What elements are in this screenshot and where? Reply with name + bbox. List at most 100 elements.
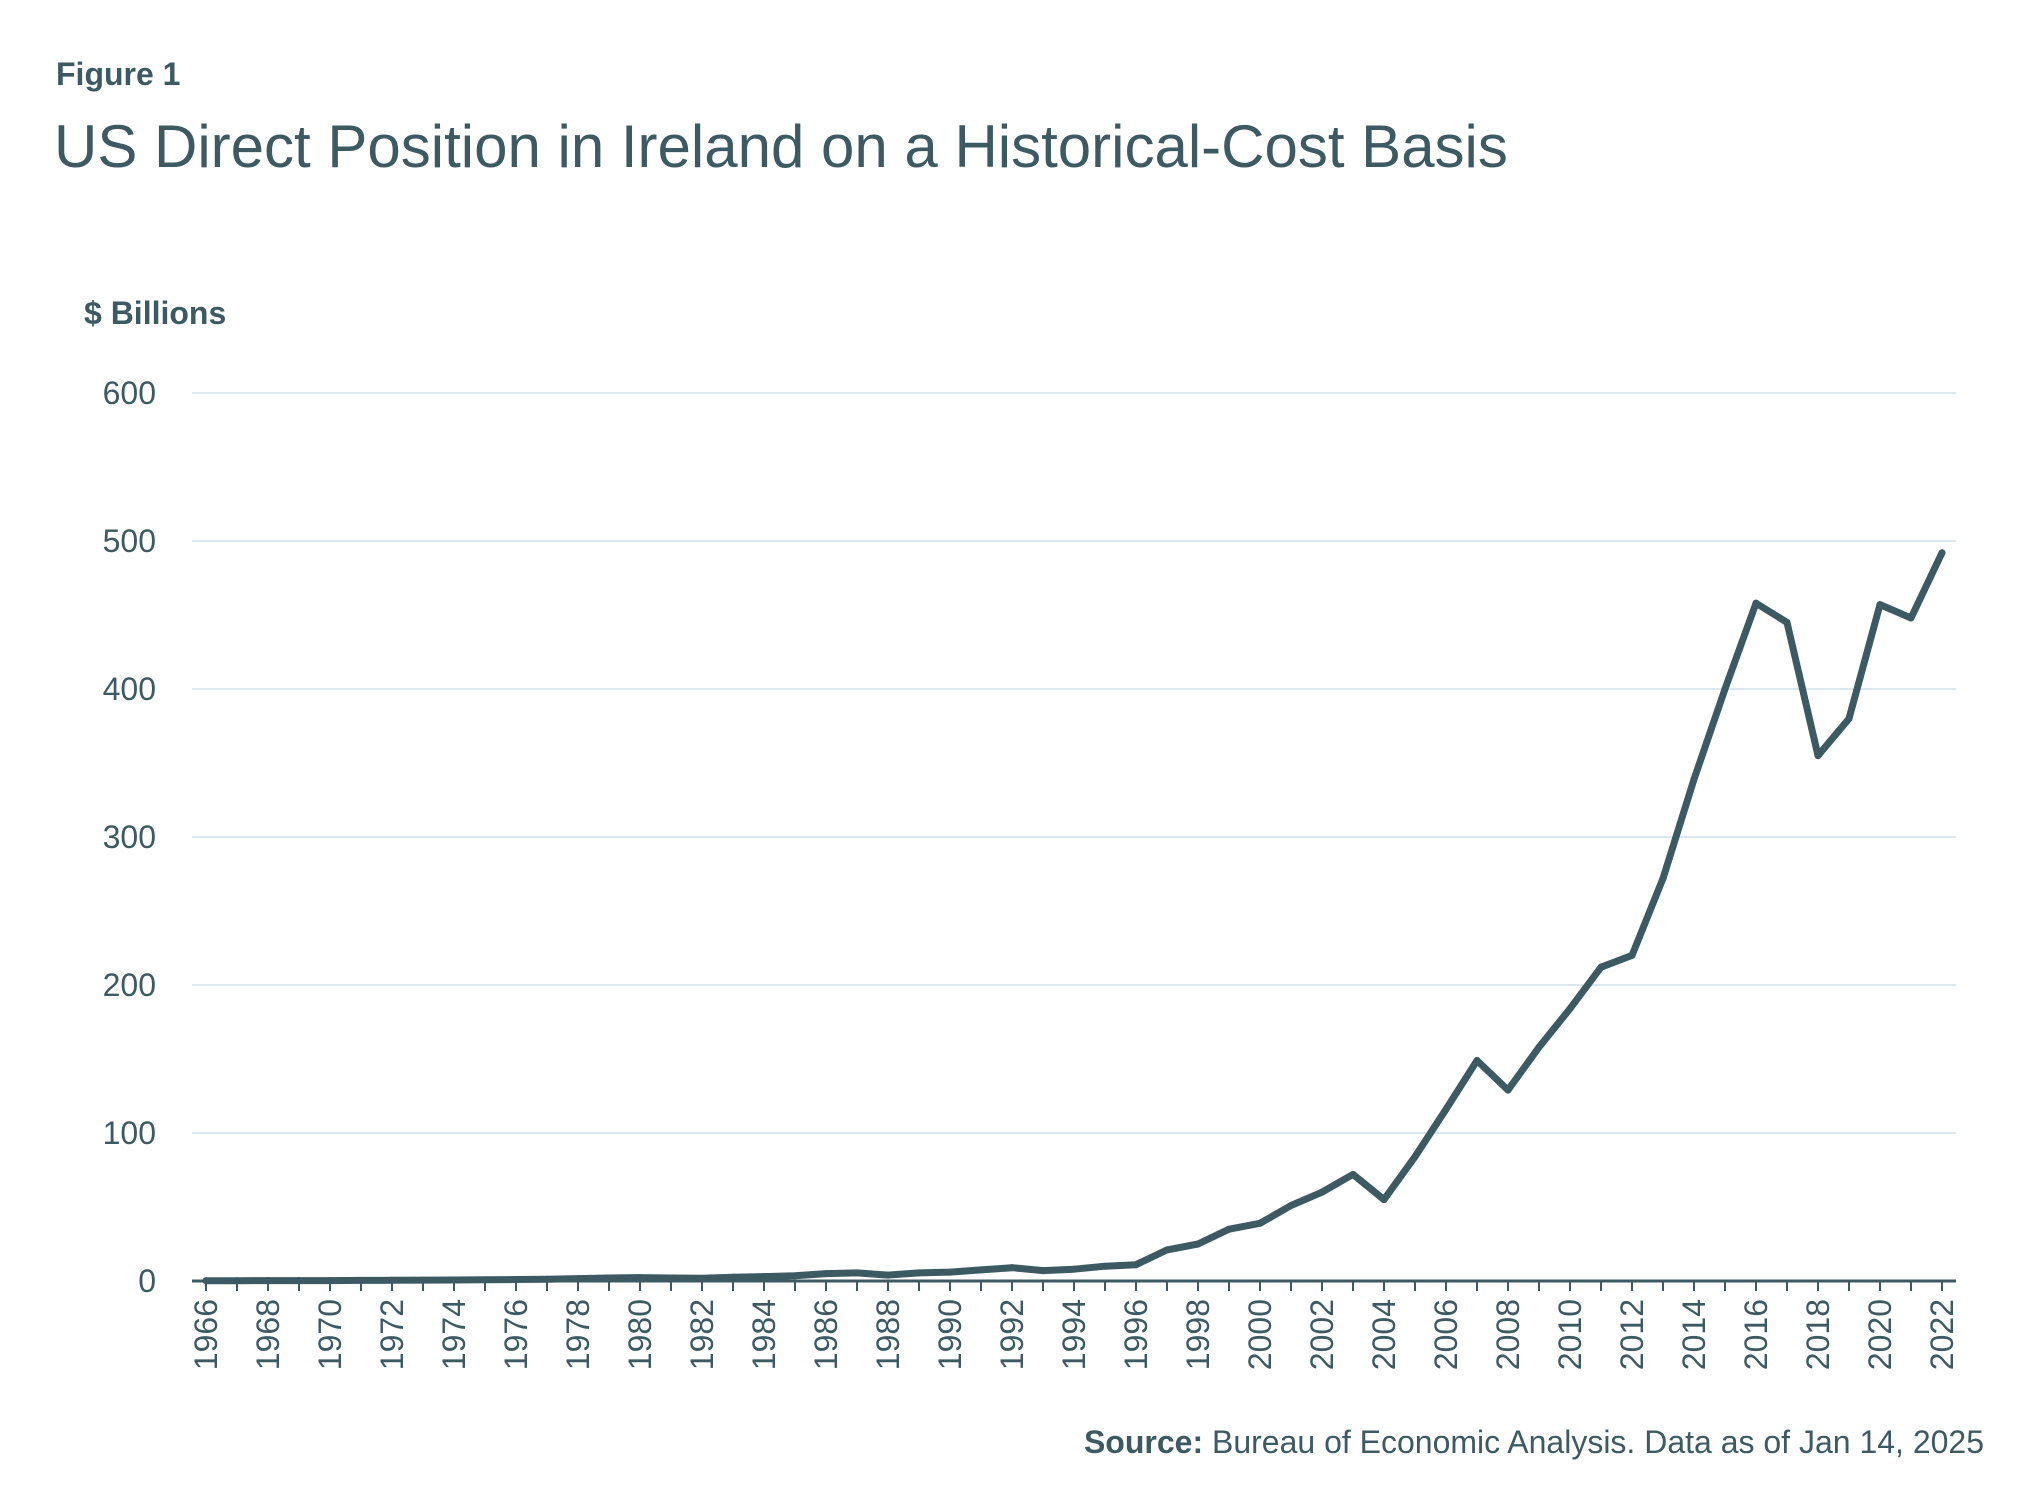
x-tick-label: 2018	[1800, 1299, 1836, 1370]
data-point	[667, 1274, 675, 1282]
data-point	[1752, 599, 1760, 607]
data-point	[1442, 1105, 1450, 1113]
data-point	[264, 1277, 272, 1285]
x-tick-label: 2014	[1676, 1299, 1712, 1370]
data-point	[1566, 1005, 1574, 1013]
data-point	[1814, 752, 1822, 760]
data-point	[295, 1277, 303, 1285]
x-tick-label: 1986	[808, 1299, 844, 1370]
x-tick-label: 1992	[994, 1299, 1030, 1370]
data-point	[233, 1277, 241, 1285]
data-point	[1163, 1246, 1171, 1254]
x-tick-label: 2002	[1304, 1299, 1340, 1370]
x-tick-label: 2004	[1366, 1299, 1402, 1370]
x-tick-label: 1996	[1118, 1299, 1154, 1370]
y-tick-label: 400	[103, 671, 156, 707]
data-point	[1132, 1261, 1140, 1269]
data-point	[605, 1274, 613, 1282]
data-point	[884, 1271, 892, 1279]
x-tick-label: 2012	[1614, 1299, 1650, 1370]
x-tick-label: 1972	[374, 1299, 410, 1370]
x-tick-label: 1970	[312, 1299, 348, 1370]
chart-title: US Direct Position in Ireland on a Histo…	[54, 113, 1508, 180]
x-tick-label: 1966	[188, 1299, 224, 1370]
data-point	[822, 1270, 830, 1278]
y-tick-label: 300	[103, 819, 156, 855]
data-point	[791, 1272, 799, 1280]
data-point	[450, 1276, 458, 1284]
x-tick-label: 1974	[436, 1299, 472, 1370]
data-point	[760, 1273, 768, 1281]
data-point	[326, 1277, 334, 1285]
data-point	[512, 1276, 520, 1284]
data-point	[1194, 1240, 1202, 1248]
data-point	[729, 1273, 737, 1281]
data-point	[419, 1276, 427, 1284]
x-tick-label: 1968	[250, 1299, 286, 1370]
x-tick-label: 2010	[1552, 1299, 1588, 1370]
data-point	[1070, 1265, 1078, 1273]
data-point	[1318, 1188, 1326, 1196]
y-tick-label: 0	[138, 1263, 156, 1299]
data-point	[1535, 1043, 1543, 1051]
data-point	[1225, 1225, 1233, 1233]
data-point	[1907, 614, 1915, 622]
y-tick-label: 100	[103, 1115, 156, 1151]
figure-label: Figure 1	[56, 56, 181, 92]
data-point	[1411, 1153, 1419, 1161]
data-point	[1256, 1219, 1264, 1227]
y-tick-label: 500	[103, 523, 156, 559]
data-point	[1783, 618, 1791, 626]
x-tick-label: 1976	[498, 1299, 534, 1370]
data-point	[946, 1268, 954, 1276]
data-point	[481, 1276, 489, 1284]
data-point	[915, 1269, 923, 1277]
data-point	[1101, 1262, 1109, 1270]
data-point	[1659, 874, 1667, 882]
data-point	[1039, 1267, 1047, 1275]
data-point	[1380, 1196, 1388, 1204]
source-text: Bureau of Economic Analysis. Data as of …	[1211, 1424, 1984, 1460]
data-point	[1504, 1086, 1512, 1094]
data-point	[698, 1274, 706, 1282]
x-tick-label: 2000	[1242, 1299, 1278, 1370]
x-tick-label: 2020	[1862, 1299, 1898, 1370]
x-tick-label: 1982	[684, 1299, 720, 1370]
data-point	[1597, 963, 1605, 971]
data-point	[1628, 951, 1636, 959]
data-point	[574, 1275, 582, 1283]
data-point	[1287, 1202, 1295, 1210]
data-point	[977, 1266, 985, 1274]
data-point	[853, 1269, 861, 1277]
data-point	[636, 1274, 644, 1282]
data-point	[202, 1277, 210, 1285]
x-tick-label: 2006	[1428, 1299, 1464, 1370]
source-label: Source:	[1083, 1424, 1204, 1460]
x-tick-label: 2016	[1738, 1299, 1774, 1370]
y-axis-label: $ Billions	[84, 295, 226, 331]
y-tick-label: 200	[103, 967, 156, 1003]
x-tick-label: 1990	[932, 1299, 968, 1370]
y-tick-label: 600	[103, 375, 156, 411]
x-tick-label: 1980	[622, 1299, 658, 1370]
data-point	[1008, 1264, 1016, 1272]
data-point	[1938, 549, 1946, 557]
x-tick-label: 1994	[1056, 1299, 1092, 1370]
x-tick-label: 1984	[746, 1299, 782, 1370]
data-point	[1876, 601, 1884, 609]
x-tick-label: 1998	[1180, 1299, 1216, 1370]
data-point	[543, 1275, 551, 1283]
data-point	[1721, 685, 1729, 693]
series-line	[202, 549, 1946, 1285]
data-point	[388, 1276, 396, 1284]
x-tick-label: 2008	[1490, 1299, 1526, 1370]
data-point	[1690, 775, 1698, 783]
source-note: Source: Bureau of Economic Analysis. Dat…	[1084, 1424, 1984, 1461]
data-point	[1473, 1056, 1481, 1064]
data-point	[357, 1276, 365, 1284]
data-point	[1845, 715, 1853, 723]
x-tick-label: 1978	[560, 1299, 596, 1370]
x-tick-label: 2022	[1924, 1299, 1960, 1370]
data-point	[1349, 1170, 1357, 1178]
